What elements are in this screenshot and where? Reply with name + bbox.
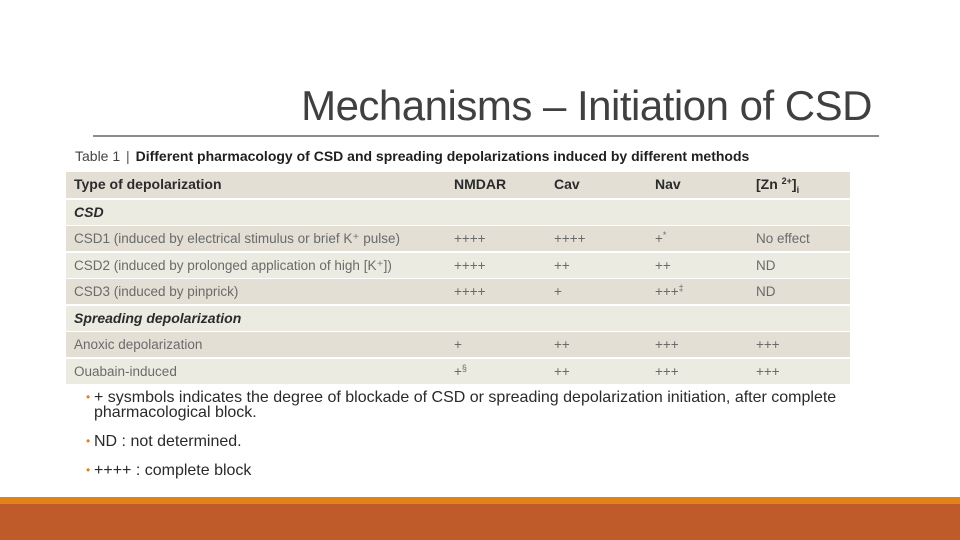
table-caption-label: Table 1 (75, 148, 121, 164)
table-row: CSD2 (induced by prolonged application o… (66, 252, 850, 278)
table-row: Anoxic depolarization + ++ +++ +++ (66, 332, 850, 357)
header-cav: Cav (554, 176, 580, 192)
cell-nav: +++ (655, 337, 679, 352)
table-row: Ouabain-induced +§ ++ +++ +++ (66, 358, 850, 384)
cell-type: CSD3 (induced by pinprick) (74, 284, 239, 299)
cell-nmdar: ++++ (454, 257, 486, 273)
cell-zn: +++ (756, 363, 780, 379)
header-zn-sup: 2+ (781, 176, 792, 186)
cell-zn: No effect (756, 231, 810, 246)
table-caption-text: Different pharmacology of CSD and spread… (135, 148, 750, 164)
bullet-icon: • (86, 390, 91, 404)
table-row: CSD3 (induced by pinprick) ++++ + +++‡ N… (66, 279, 850, 304)
header-zn-suffix: ] (791, 176, 797, 192)
notes-list: • + sysmbols indicates the degree of blo… (86, 390, 866, 492)
section-row-spreading: Spreading depolarization (66, 305, 850, 331)
header-type: Type of depolarization (74, 176, 222, 192)
title-divider (93, 135, 879, 137)
cell-cav: ++ (554, 363, 570, 379)
cell-nav: +* (655, 230, 667, 247)
table-row: CSD1 (induced by electrical stimulus or … (66, 226, 850, 251)
section-label: CSD (74, 203, 104, 220)
note-text: ++++ : complete block (94, 462, 252, 479)
cell-nav: ++ (655, 257, 671, 273)
note-text: + sysmbols indicates the degree of block… (94, 389, 837, 421)
cell-cav: ++ (554, 257, 570, 273)
cell-nmdar: +§ (454, 362, 467, 379)
slide-title: Mechanisms – Initiation of CSD (301, 82, 872, 129)
cell-nmdar: + (454, 337, 462, 352)
section-row-csd: CSD (66, 199, 850, 225)
cell-type: CSD1 (induced by electrical stimulus or … (74, 231, 401, 246)
table-caption: Table 1 | Different pharmacology of CSD … (75, 148, 749, 164)
header-zn-prefix: [Zn (756, 176, 778, 192)
note-item: • ++++ : complete block (86, 462, 866, 479)
note-text: ND : not determined. (94, 433, 242, 450)
cell-nmdar: ++++ (454, 231, 486, 246)
header-nmdar: NMDAR (454, 176, 507, 192)
cell-zn: ND (756, 257, 776, 273)
note-item: • ND : not determined. (86, 433, 866, 450)
cell-nav: +++ (655, 363, 679, 379)
bullet-icon: • (86, 463, 91, 477)
cell-cav: ++ (554, 337, 570, 352)
cell-zn: +++ (756, 337, 780, 352)
table-caption-separator: | (126, 148, 130, 164)
header-zn: [Zn 2+]i (756, 172, 799, 197)
section-label: Spreading depolarization (74, 309, 242, 326)
note-item: • + sysmbols indicates the degree of blo… (86, 389, 866, 421)
cell-nav: +++‡ (655, 283, 684, 300)
pharmacology-table: Type of depolarization NMDAR Cav Nav [Zn… (66, 172, 850, 385)
header-nav: Nav (655, 176, 681, 192)
cell-zn: ND (756, 284, 776, 299)
cell-cav: + (554, 284, 562, 299)
cell-cav: ++++ (554, 231, 586, 246)
table-header-row: Type of depolarization NMDAR Cav Nav [Zn… (66, 172, 850, 198)
footer-band (0, 504, 960, 540)
cell-type: Ouabain-induced (74, 363, 177, 379)
footer-accent-stripe (0, 497, 960, 504)
bullet-icon: • (86, 434, 91, 448)
cell-type: Anoxic depolarization (74, 337, 203, 352)
cell-type: CSD2 (induced by prolonged application o… (74, 257, 392, 273)
header-zn-sub: i (796, 185, 800, 195)
cell-nmdar: ++++ (454, 284, 486, 299)
